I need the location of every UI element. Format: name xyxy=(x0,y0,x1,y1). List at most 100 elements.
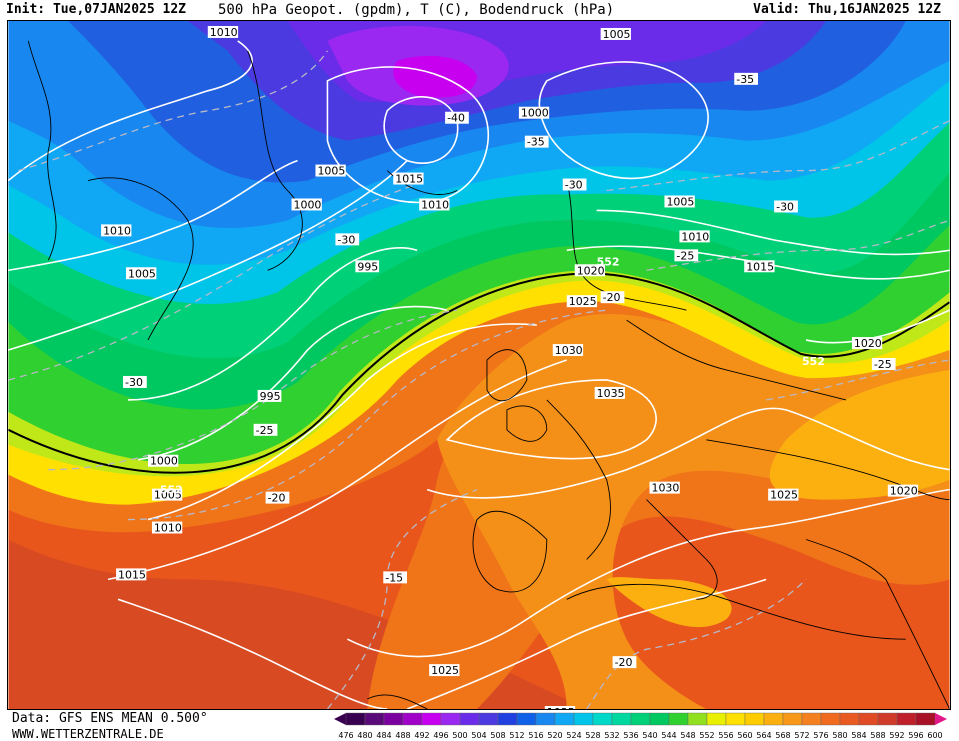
svg-text:995: 995 xyxy=(260,390,281,403)
legend-arrow-left xyxy=(334,713,346,725)
legend-swatch xyxy=(668,712,689,726)
svg-text:-30: -30 xyxy=(125,376,143,389)
legend-tick-label: 584 xyxy=(851,731,866,740)
data-source: Data: GFS ENS MEAN 0.500° xyxy=(12,711,208,726)
temperature-label: -30 xyxy=(774,200,798,213)
temperature-label: -20 xyxy=(612,656,637,669)
svg-text:1005: 1005 xyxy=(154,489,182,502)
chart-header: Init: Tue,07JAN2025 12Z 500 hPa Geopot. … xyxy=(0,0,959,20)
legend-swatch xyxy=(383,712,404,726)
pressure-label: 995 xyxy=(355,260,380,273)
legend-swatch xyxy=(516,712,537,726)
pressure-label: 1000 xyxy=(147,455,179,468)
legend-swatch xyxy=(364,712,385,726)
pressure-label: 1005 xyxy=(664,195,695,208)
svg-text:1035: 1035 xyxy=(547,706,575,710)
legend-tick-label: 576 xyxy=(813,731,828,740)
legend-swatch xyxy=(554,712,575,726)
svg-text:-35: -35 xyxy=(527,136,545,149)
website-credit: WWW.WETTERZENTRALE.DE xyxy=(12,727,164,741)
svg-text:-20: -20 xyxy=(603,291,621,304)
legend-tick-label: 564 xyxy=(756,731,771,740)
geopotential-label: 552 xyxy=(597,255,620,268)
temperature-label: -15 xyxy=(383,571,408,584)
pressure-label: 1005 xyxy=(600,28,631,41)
legend-swatch xyxy=(820,712,841,726)
svg-text:1025: 1025 xyxy=(569,295,597,308)
pressure-label: 995 xyxy=(257,390,282,403)
color-legend: 476 480 484 488 492 496 500 504 508 512 516 520 524 5… xyxy=(334,712,947,740)
pressure-label: 1030 xyxy=(552,344,584,357)
valid-time: Valid: Thu,16JAN2025 12Z xyxy=(753,2,941,17)
legend-tick-label: 596 xyxy=(908,731,923,740)
svg-text:1030: 1030 xyxy=(651,482,679,495)
legend-tick-label: 536 xyxy=(623,731,638,740)
legend-tick-label: 600 xyxy=(927,731,942,740)
svg-text:-20: -20 xyxy=(615,656,633,669)
pressure-label: 1030 xyxy=(649,482,680,495)
svg-text:1005: 1005 xyxy=(603,28,631,41)
legend-swatch xyxy=(630,712,651,726)
svg-text:-15: -15 xyxy=(385,571,403,584)
weather-map: 1010 1005 1000 1005 1015 1010 1000 1005 1010 995 1… xyxy=(7,20,951,710)
svg-text:1020: 1020 xyxy=(854,337,882,350)
legend-swatch xyxy=(706,712,727,726)
temperature-label: -30 xyxy=(562,179,587,192)
legend-swatch xyxy=(611,712,632,726)
svg-text:-30: -30 xyxy=(565,179,583,192)
svg-text:1010: 1010 xyxy=(421,198,449,211)
legend-tick-label: 540 xyxy=(642,731,657,740)
temperature-label: -25 xyxy=(871,358,896,371)
pressure-label: 1035 xyxy=(594,387,625,400)
temperature-label: -25 xyxy=(674,249,699,262)
pressure-label: 1025 xyxy=(566,295,598,308)
legend-tick-label: 568 xyxy=(775,731,790,740)
legend-swatch xyxy=(573,712,594,726)
legend-tick-label: 552 xyxy=(699,731,714,740)
svg-text:1000: 1000 xyxy=(150,455,178,468)
pressure-label: 1005 xyxy=(126,267,157,280)
fill-560 xyxy=(8,278,950,505)
svg-text:1030: 1030 xyxy=(555,344,583,357)
svg-text:-25: -25 xyxy=(874,358,892,371)
svg-text:1010: 1010 xyxy=(103,224,131,237)
pressure-label: 1005 xyxy=(315,165,346,178)
svg-text:1025: 1025 xyxy=(431,664,459,677)
chart-title: 500 hPa Geopot. (gpdm), T (C), Bodendruc… xyxy=(218,2,615,18)
legend-swatch xyxy=(402,712,423,726)
temperature-label: -30 xyxy=(123,376,147,389)
temperature-label: -20 xyxy=(265,492,290,505)
geopotential-label-layer: 552 552 552 xyxy=(160,255,825,497)
legend-swatch xyxy=(535,712,556,726)
isotherms xyxy=(8,50,950,709)
legend-tick-label: 532 xyxy=(604,731,619,740)
svg-text:1010: 1010 xyxy=(681,230,709,243)
legend-swatch xyxy=(801,712,822,726)
geopotential-label: 552 xyxy=(160,484,183,497)
geopotential-label: 552 xyxy=(802,355,825,368)
isobars xyxy=(8,40,950,709)
pressure-label: 1010 xyxy=(151,522,183,535)
pressure-label: 1000 xyxy=(291,198,322,211)
legend-swatch xyxy=(649,712,670,726)
legend-tick-label: 476 xyxy=(338,731,353,740)
temperature-label: -40 xyxy=(445,112,469,125)
svg-text:1025: 1025 xyxy=(770,489,798,502)
fill-584 xyxy=(769,369,950,500)
pressure-label: 1015 xyxy=(116,568,147,581)
legend-swatch xyxy=(497,712,518,726)
legend-swatch xyxy=(478,712,499,726)
svg-text:-30: -30 xyxy=(337,233,355,246)
legend-tick-label: 480 xyxy=(357,731,372,740)
legend-tick-label: 504 xyxy=(471,731,486,740)
svg-text:1010: 1010 xyxy=(210,26,238,39)
legend-tick-label: 516 xyxy=(528,731,543,740)
svg-text:1035: 1035 xyxy=(597,387,625,400)
legend-swatch xyxy=(744,712,765,726)
svg-text:1005: 1005 xyxy=(128,267,156,280)
legend-swatch xyxy=(725,712,746,726)
pressure-label: 1010 xyxy=(679,230,710,243)
init-time: Init: Tue,07JAN2025 12Z xyxy=(6,2,187,17)
temperature-label: -35 xyxy=(524,136,549,149)
pressure-label: 1020 xyxy=(887,485,919,498)
